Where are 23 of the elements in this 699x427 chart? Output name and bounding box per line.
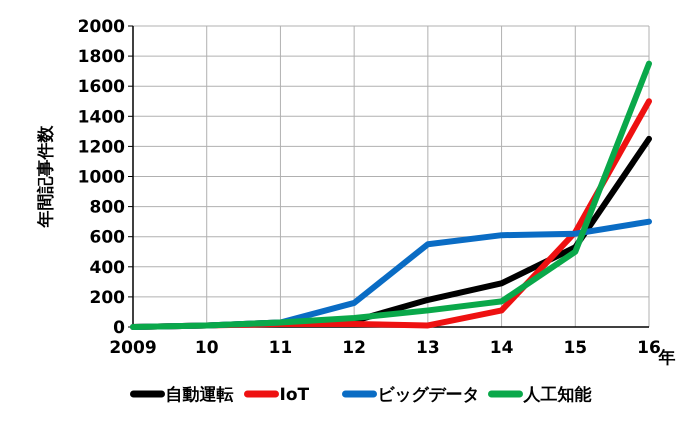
y-tick-label: 400 xyxy=(90,258,126,278)
legend-label: 自動運転 xyxy=(166,384,234,405)
x-tick-label: 10 xyxy=(194,338,219,358)
y-tick-label: 1200 xyxy=(78,137,126,158)
y-tick-label: 0 xyxy=(113,318,126,338)
x-tick-label: 14 xyxy=(490,338,514,358)
x-tick-label: 12 xyxy=(342,338,366,358)
y-tick-label: 600 xyxy=(90,228,126,248)
y-tick-label: 200 xyxy=(90,288,126,308)
x-tick-label: 15 xyxy=(563,338,588,358)
legend-label: 人工知能 xyxy=(522,384,592,405)
x-tick-label: 13 xyxy=(416,338,440,358)
y-axis-title: 年間記事件数 xyxy=(36,124,56,228)
legend-label: ビッグデータ xyxy=(378,384,480,405)
y-tick-label: 1800 xyxy=(78,47,126,68)
y-tick-label: 1600 xyxy=(78,77,126,98)
y-tick-label: 1400 xyxy=(78,107,126,128)
y-tick-label: 1000 xyxy=(78,167,126,188)
legend-label: IoT xyxy=(280,384,310,405)
x-tick-label: 11 xyxy=(268,338,292,358)
x-tick-label: 2009 xyxy=(109,338,157,358)
y-tick-label: 2000 xyxy=(78,16,126,37)
y-tick-label: 800 xyxy=(90,198,126,218)
